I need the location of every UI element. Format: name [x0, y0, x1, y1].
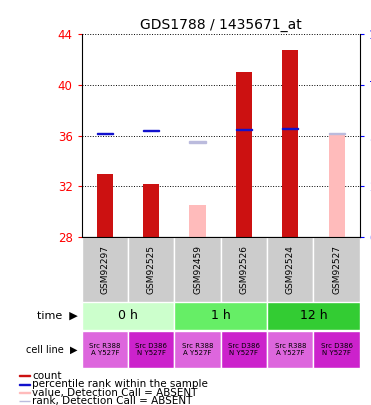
Bar	[236, 129, 252, 130]
Bar	[19, 392, 30, 393]
Text: Src R388
A Y527F: Src R388 A Y527F	[275, 343, 306, 356]
Bar	[97, 174, 113, 237]
Bar	[174, 331, 221, 368]
Bar	[267, 302, 360, 330]
Bar	[97, 133, 113, 134]
Bar	[190, 141, 206, 143]
Bar	[329, 133, 345, 237]
Text: cell line  ▶: cell line ▶	[26, 344, 78, 354]
Bar	[174, 302, 267, 330]
Text: Src D386
N Y527F: Src D386 N Y527F	[135, 343, 167, 356]
Text: GSM92525: GSM92525	[147, 245, 156, 294]
Bar	[19, 384, 30, 385]
Bar	[82, 237, 128, 302]
Text: GSM92297: GSM92297	[100, 245, 109, 294]
Text: GSM92526: GSM92526	[239, 245, 249, 294]
Title: GDS1788 / 1435671_at: GDS1788 / 1435671_at	[140, 18, 302, 32]
Text: Src D386
N Y527F: Src D386 N Y527F	[228, 343, 260, 356]
Text: GSM92527: GSM92527	[332, 245, 341, 294]
Text: time  ▶: time ▶	[37, 311, 78, 321]
Bar	[236, 72, 252, 237]
Text: percentile rank within the sample: percentile rank within the sample	[33, 379, 209, 389]
Bar	[282, 50, 298, 237]
Bar	[221, 237, 267, 302]
Bar	[174, 237, 221, 302]
Text: GSM92459: GSM92459	[193, 245, 202, 294]
Bar	[313, 237, 360, 302]
Text: count: count	[33, 371, 62, 381]
Text: GSM92524: GSM92524	[286, 245, 295, 294]
Text: Src D386
N Y527F: Src D386 N Y527F	[321, 343, 353, 356]
Bar	[128, 331, 174, 368]
Bar	[143, 130, 159, 131]
Text: rank, Detection Call = ABSENT: rank, Detection Call = ABSENT	[33, 396, 193, 405]
Text: 0 h: 0 h	[118, 309, 138, 322]
Bar	[128, 237, 174, 302]
Bar	[143, 184, 159, 237]
Bar	[282, 128, 298, 129]
Text: 12 h: 12 h	[300, 309, 327, 322]
Bar	[19, 375, 30, 376]
Bar	[82, 331, 128, 368]
Text: Src R388
A Y527F: Src R388 A Y527F	[89, 343, 121, 356]
Text: Src R388
A Y527F: Src R388 A Y527F	[182, 343, 213, 356]
Bar	[329, 133, 345, 134]
Bar	[313, 331, 360, 368]
Bar	[190, 205, 206, 237]
Bar	[267, 237, 313, 302]
Bar	[267, 331, 313, 368]
Bar	[82, 302, 174, 330]
Bar	[221, 331, 267, 368]
Text: value, Detection Call = ABSENT: value, Detection Call = ABSENT	[33, 388, 198, 398]
Text: 1 h: 1 h	[211, 309, 231, 322]
